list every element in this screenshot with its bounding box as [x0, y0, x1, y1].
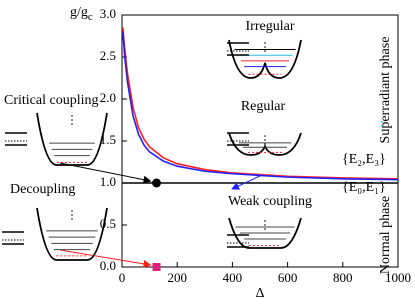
level-dot [264, 228, 266, 230]
level-dot [264, 50, 266, 52]
y-tick-label: 1.5 [100, 132, 116, 147]
x-axis-label: Δ [255, 286, 264, 301]
x-tick-label: 200 [167, 270, 187, 285]
potential-well [36, 112, 108, 166]
level-dot [264, 139, 266, 141]
x-tick-label: 600 [278, 270, 298, 285]
y-axis-label: g/gc [70, 5, 93, 22]
x-tick-label: 1000 [385, 270, 411, 285]
arrow [231, 174, 263, 190]
annotation: Irregular [246, 19, 295, 34]
x-tick-label: 0 [119, 270, 126, 285]
annotation: Superradiant phase [378, 37, 393, 144]
decoupling-point [152, 263, 161, 271]
level-dot [264, 42, 266, 44]
potential-well [36, 207, 108, 261]
legend-entry: {E₂,E₃} [342, 152, 386, 167]
level-dot [71, 123, 73, 125]
plot-frame [121, 14, 399, 268]
series-line [122, 31, 399, 181]
level-dot [71, 218, 73, 220]
annotation: Weak coupling [228, 194, 312, 209]
arrow [59, 162, 152, 184]
y-tick-label: 2.0 [100, 90, 116, 105]
annotation: Critical coupling [4, 93, 98, 108]
level-dot [71, 210, 73, 212]
y-tick-label: 1.0 [100, 174, 116, 189]
annotation: Decoupling [10, 182, 75, 197]
level-dot [264, 224, 266, 226]
legend-dot [381, 121, 383, 123]
y-tick-label: 3.0 [100, 6, 116, 21]
series-line [122, 27, 399, 180]
y-axis-label-sub: c [88, 11, 93, 23]
legend-dot [381, 129, 383, 131]
y-axis-label-main: g/g [70, 5, 88, 20]
potential-well [228, 39, 302, 79]
x-tick-label: 800 [333, 270, 353, 285]
legend-dot [381, 125, 383, 127]
annotation: Regular [241, 99, 286, 114]
level-dot [71, 115, 73, 117]
y-tick-label: 2.5 [100, 48, 116, 63]
level-dot [264, 143, 266, 145]
potential-well [228, 217, 302, 249]
annotation: Normal phase [378, 196, 393, 274]
level-dot [264, 220, 266, 222]
level-dot [264, 46, 266, 48]
level-dot [71, 214, 73, 216]
critical-point [152, 178, 161, 188]
x-tick-label: 400 [223, 270, 243, 285]
potential-well [228, 132, 302, 156]
level-dot [71, 119, 73, 121]
legend-entry: {E₀,E₁} [342, 180, 386, 195]
y-tick-label: 0.0 [100, 258, 116, 273]
arrow [59, 249, 152, 268]
level-dot [264, 135, 266, 137]
